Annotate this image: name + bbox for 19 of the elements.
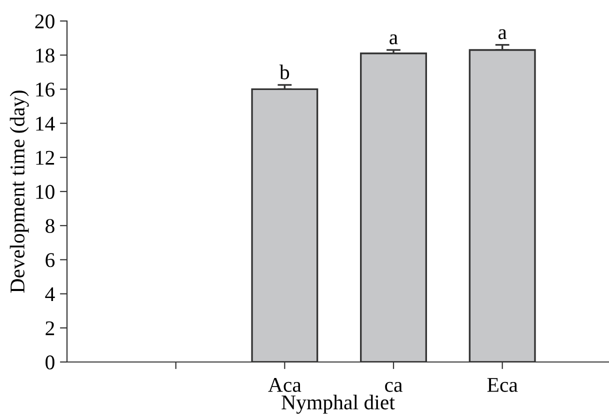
y-tick-label: 18 <box>36 48 54 63</box>
annotation: a <box>498 29 507 40</box>
x-tick-label: Eca <box>487 378 518 392</box>
y-tick-label: 10 <box>36 184 54 199</box>
annotation: b <box>279 64 290 80</box>
x-tick-label: Aca <box>268 378 302 392</box>
y-axis-title: Development time (day) <box>10 90 29 293</box>
y-tick-label: 0 <box>46 355 54 370</box>
annotation: a <box>390 34 398 44</box>
y-tick-label: 8 <box>46 218 54 234</box>
y-tick-label: 12 <box>36 150 54 165</box>
x-tick-label: ca <box>385 382 402 392</box>
y-tick-label: 2 <box>46 321 54 336</box>
y-tick-label: 16 <box>36 82 55 97</box>
y-tick-label: 20 <box>35 14 54 28</box>
y-tick-label: 14 <box>36 116 55 131</box>
y-tick-label: 4 <box>45 287 55 302</box>
y-tick-label: 6 <box>46 253 55 268</box>
x-axis-title: Nymphal diet <box>282 394 395 414</box>
